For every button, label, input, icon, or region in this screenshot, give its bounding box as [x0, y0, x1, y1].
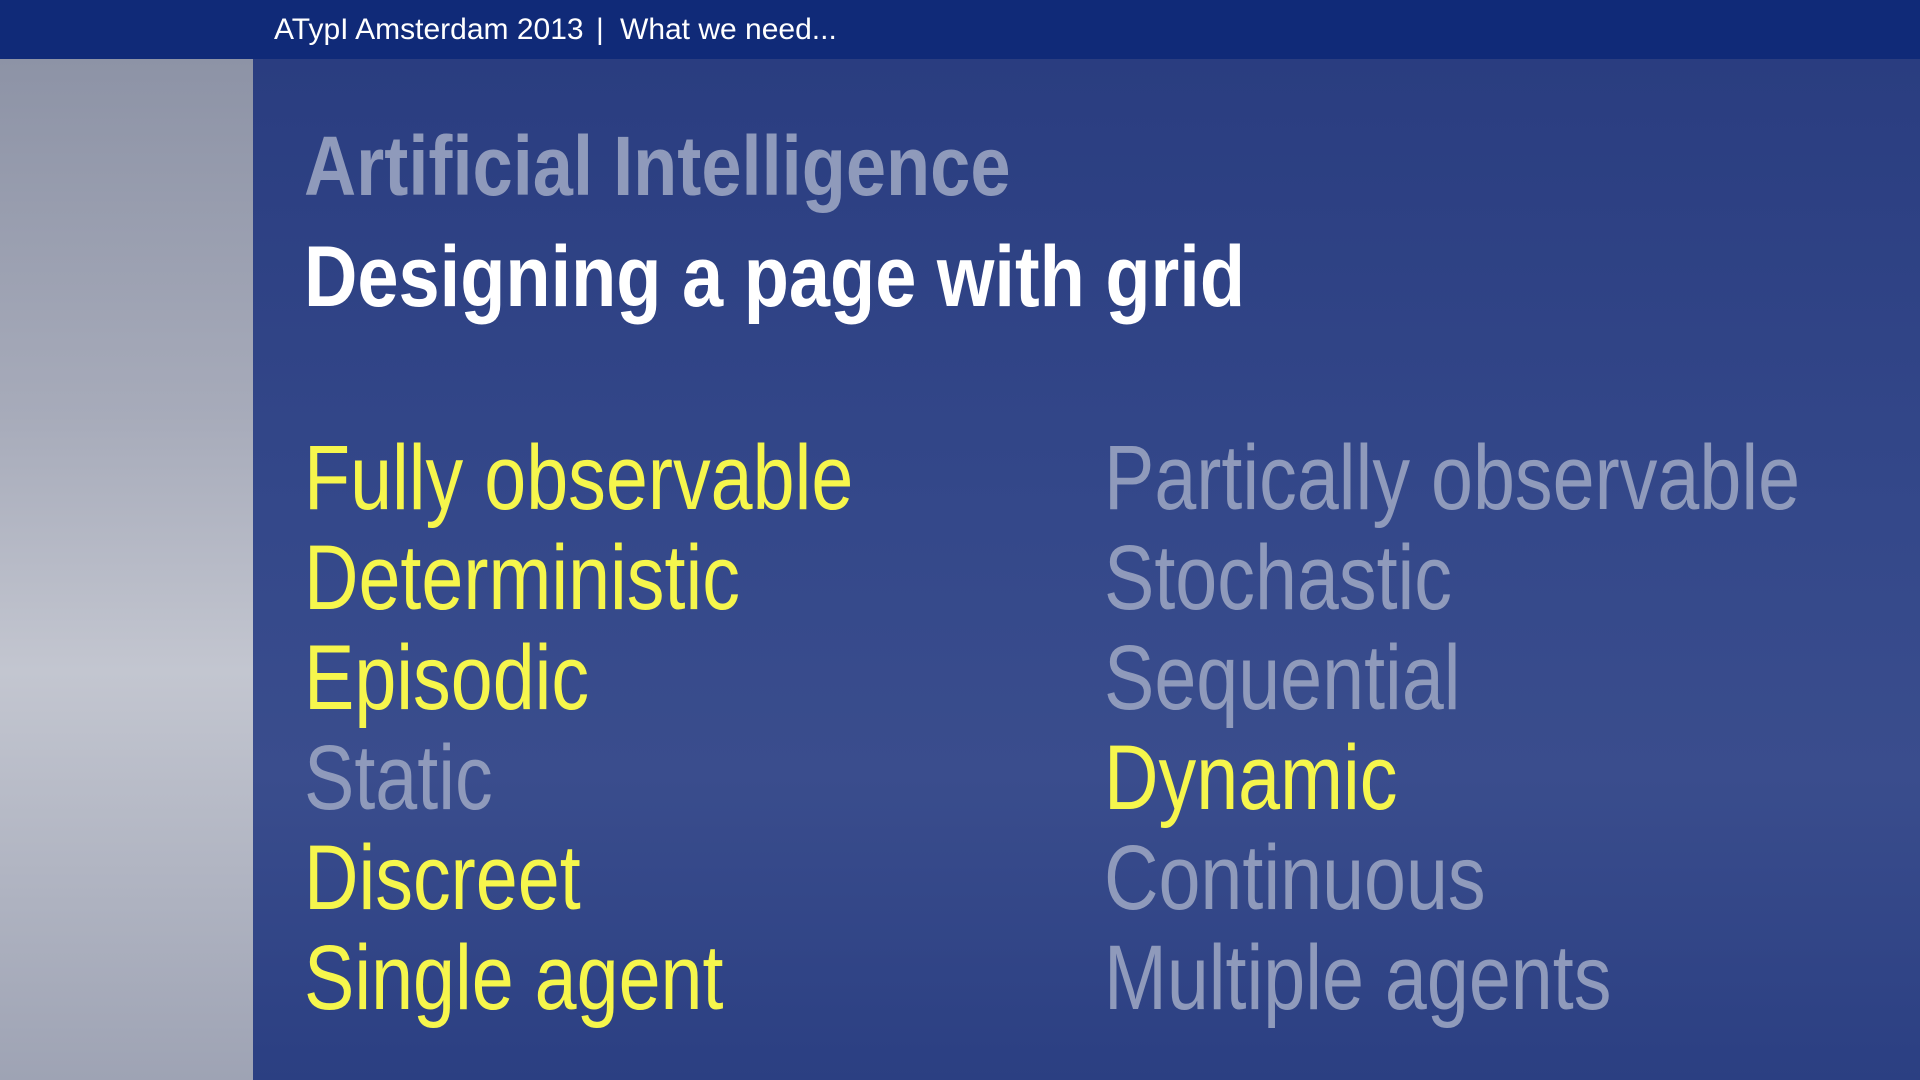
- option-item: Dynamic: [1104, 727, 1398, 829]
- option-item: Deterministic: [304, 527, 740, 629]
- option-item: Multiple agents: [1104, 927, 1612, 1029]
- header-bar: [0, 0, 1920, 59]
- option-item: Sequential: [1104, 627, 1461, 729]
- option-item: Discreet: [304, 827, 581, 929]
- header-event: ATypI Amsterdam 2013: [274, 13, 584, 46]
- option-item: Single agent: [304, 927, 724, 1029]
- option-item: Stochastic: [1104, 527, 1453, 629]
- content-panel: [253, 59, 1920, 1080]
- header-section: What we need...: [620, 13, 837, 46]
- background-photo: [0, 59, 253, 1080]
- header-separator: |: [596, 13, 604, 46]
- option-item: Fully observable: [304, 427, 854, 529]
- option-item: Partically observable: [1104, 427, 1801, 529]
- option-item: Episodic: [304, 627, 590, 729]
- option-item: Static: [304, 727, 493, 829]
- title: Artificial Intelligence: [304, 119, 1011, 213]
- subtitle: Designing a page with grid: [304, 229, 1246, 325]
- option-item: Continuous: [1104, 827, 1486, 929]
